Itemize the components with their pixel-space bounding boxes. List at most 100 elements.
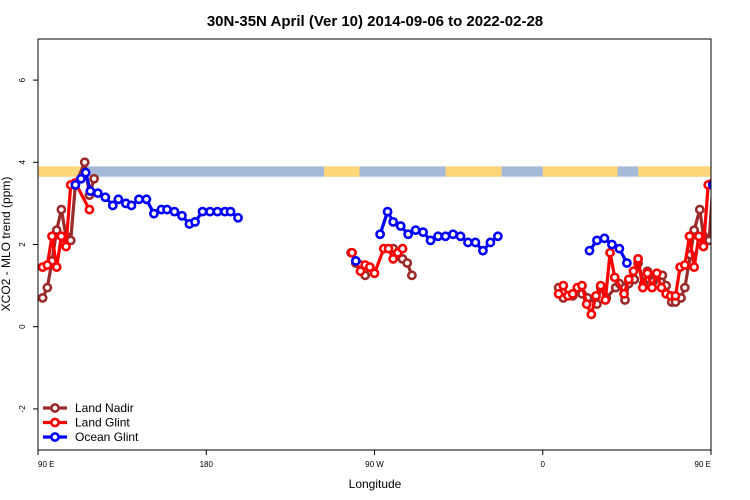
data-point <box>628 266 639 277</box>
legend-item: Ocean Glint <box>43 430 139 444</box>
data-point <box>395 221 406 231</box>
data-point <box>47 231 57 242</box>
data-point <box>212 206 223 217</box>
data-point <box>113 194 124 205</box>
data-point <box>623 274 634 285</box>
data-point <box>107 200 118 211</box>
data-point <box>591 290 601 301</box>
data-point <box>595 280 606 291</box>
legend-label: Land Nadir <box>75 401 134 415</box>
data-point <box>689 262 700 273</box>
chart-title: 30N-35N April (Ver 10) 2014-09-06 to 202… <box>207 13 543 30</box>
data-point <box>433 231 443 242</box>
data-point <box>621 258 632 268</box>
y-tick-label: 2 <box>18 242 27 247</box>
data-point <box>463 237 473 248</box>
data-point <box>42 260 53 270</box>
data-point <box>567 288 578 299</box>
data-point <box>689 225 700 236</box>
data-point <box>403 229 414 240</box>
band-land-segment <box>542 166 618 177</box>
data-point <box>79 157 90 168</box>
data-point <box>670 290 681 301</box>
series-ocean-glint <box>70 167 750 268</box>
x-tick-label: 90 E <box>38 460 54 469</box>
data-point <box>715 175 722 182</box>
data-point <box>225 206 236 217</box>
y-tick-label: -2 <box>18 405 27 413</box>
band-land-segment <box>638 166 711 177</box>
x-axis-label: Longitude <box>349 477 402 491</box>
data-point <box>720 169 727 176</box>
legend-label: Land Glint <box>75 416 130 430</box>
data-point <box>350 256 361 266</box>
legend-swatch-marker <box>50 432 60 442</box>
data-point <box>719 159 726 166</box>
data-point <box>42 282 53 293</box>
data-point <box>609 272 620 283</box>
data-point <box>169 206 180 217</box>
surface-band <box>38 166 711 177</box>
data-point <box>190 216 200 227</box>
data-point <box>656 282 667 293</box>
y-tick-label: 0 <box>18 324 27 329</box>
legend-swatch-marker <box>50 417 60 428</box>
data-point <box>100 192 111 203</box>
data-point <box>679 282 690 293</box>
data-point <box>406 270 417 281</box>
data-point <box>76 173 86 184</box>
data-point <box>732 190 739 197</box>
data-point <box>177 210 187 221</box>
band-land-segment <box>38 166 85 177</box>
data-point <box>724 187 731 194</box>
data-point <box>553 288 564 299</box>
data-point <box>402 258 413 268</box>
data-point <box>642 268 653 279</box>
data-point <box>723 206 730 213</box>
plot-frame <box>37 38 712 451</box>
band-ocean <box>38 166 711 177</box>
data-point <box>440 231 451 242</box>
series-line <box>378 210 499 253</box>
data-point <box>382 206 393 217</box>
data-point <box>92 188 103 199</box>
data-point <box>369 268 380 279</box>
data-point <box>455 231 466 242</box>
series-line <box>42 181 91 269</box>
data-point <box>558 280 569 291</box>
data-point <box>470 237 481 248</box>
data-point <box>586 309 597 320</box>
data-point <box>149 208 159 219</box>
data-point <box>233 212 243 223</box>
data-point <box>605 247 615 258</box>
data-point <box>607 239 617 250</box>
axes: 90 E 180 90 W 0 90 E -2 0 2 4 6 <box>18 77 712 469</box>
data-point <box>38 293 48 303</box>
data-point <box>684 231 695 242</box>
data-point <box>51 225 62 236</box>
data-point <box>478 245 488 256</box>
data-point <box>747 202 750 209</box>
data-point <box>388 216 399 227</box>
data-point <box>51 262 62 273</box>
data-point <box>633 253 643 264</box>
data-point <box>592 235 602 246</box>
data-point <box>375 229 386 240</box>
data-point <box>485 237 496 248</box>
data-point <box>707 180 711 190</box>
data-point <box>141 194 152 205</box>
series-line <box>557 181 711 316</box>
data-point <box>600 295 611 305</box>
data-point <box>89 173 99 184</box>
x-tick-label: 90 W <box>365 460 384 469</box>
data-point <box>56 231 67 242</box>
data-point <box>388 253 399 264</box>
data-point <box>425 235 436 246</box>
data-point <box>70 180 81 190</box>
legend-item: Land Glint <box>43 416 130 430</box>
data-point <box>694 204 705 215</box>
data-point <box>698 241 709 252</box>
data-point <box>383 243 394 254</box>
data-point <box>619 288 629 299</box>
data-point <box>584 245 595 256</box>
